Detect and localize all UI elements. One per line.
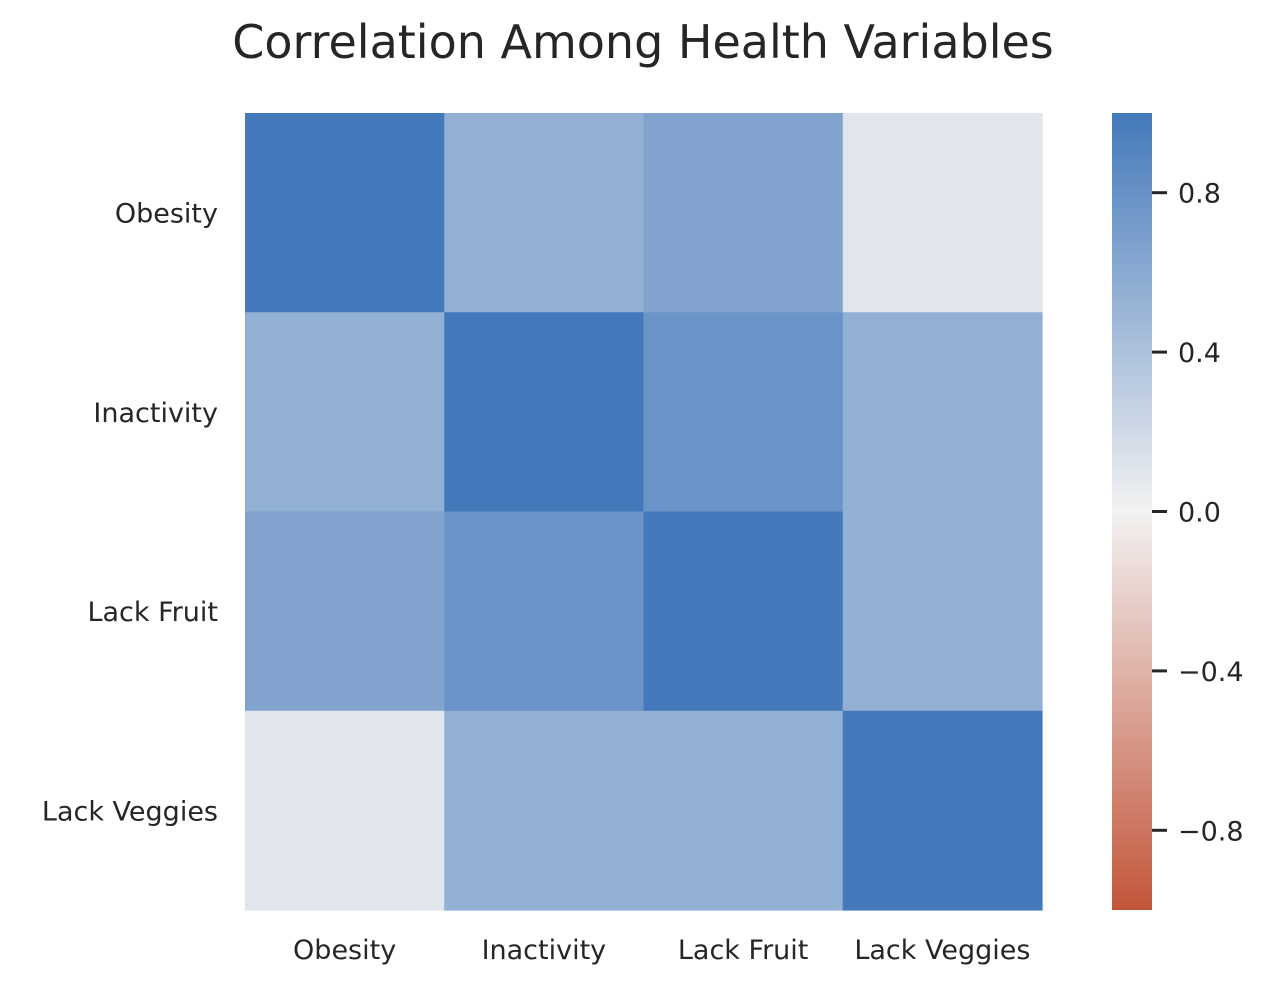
heatmap-cell-1-3 [842,312,1043,513]
column-label: Lack Veggies [854,935,1030,966]
heatmap-cells [245,113,1043,911]
column-label: Inactivity [482,935,607,966]
heatmap-cell-0-1 [444,113,645,313]
colorbar-tick-label: 0.8 [1178,179,1221,210]
row-label: Inactivity [93,398,218,429]
colorbar [1112,113,1152,910]
colorbar-ticks: 0.8 0.4 0.0 −0.4 −0.8 [1152,179,1244,847]
chart-title: Correlation Among Health Variables [232,15,1054,69]
column-label: Obesity [293,935,396,966]
column-labels: Obesity Inactivity Lack Fruit Lack Veggies [293,935,1030,966]
heatmap-cell-3-2 [643,710,844,911]
heatmap-cell-1-1 [444,312,645,513]
heatmap-cell-0-2 [643,113,844,313]
colorbar-tick-label: 0.0 [1178,498,1221,529]
row-label: Lack Veggies [42,796,218,827]
heatmap-cell-0-3 [842,113,1043,313]
row-labels: Obesity Inactivity Lack Fruit Lack Veggies [42,199,218,828]
heatmap-cell-3-0 [245,710,445,911]
heatmap-cell-2-0 [245,511,445,712]
heatmap-cell-2-2 [643,511,844,712]
heatmap-cell-1-0 [245,312,445,513]
row-label: Obesity [115,199,218,230]
colorbar-gradient [1112,113,1152,910]
colorbar-tick-label: 0.4 [1178,338,1221,369]
heatmap-cell-1-2 [643,312,844,513]
heatmap-cell-3-3 [842,710,1043,911]
heatmap-cell-2-3 [842,511,1043,712]
colorbar-tick-label: −0.8 [1178,816,1244,847]
heatmap-cell-3-1 [444,710,645,911]
heatmap-cell-0-0 [245,113,445,313]
column-label: Lack Fruit [678,935,809,966]
row-label: Lack Fruit [87,597,218,628]
heatmap-cell-2-1 [444,511,645,712]
colorbar-tick-label: −0.4 [1178,657,1244,688]
